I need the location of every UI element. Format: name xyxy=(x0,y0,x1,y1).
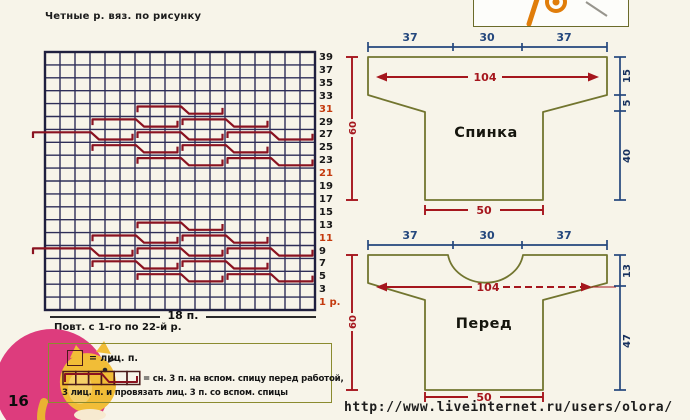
cropped-logo-box xyxy=(473,0,629,27)
chart-row-label: 23 xyxy=(319,155,333,167)
cable-legend-text-1: = сн. 3 п. на вспом. спицу перед работой… xyxy=(143,374,344,384)
chart-row-label: 9 xyxy=(319,245,326,257)
back-chest-width: 104 xyxy=(474,71,497,84)
chart-row-label: 39 xyxy=(319,52,333,63)
back-outline xyxy=(367,56,608,201)
logo-swirl-center xyxy=(552,0,560,6)
chart-row-label: 11 xyxy=(319,232,333,244)
chart-row-label: 7 xyxy=(319,258,326,270)
chart-row-label: 13 xyxy=(319,219,333,231)
mascot-ear-right xyxy=(96,341,111,354)
chart-svg xyxy=(31,50,317,312)
mascot-tail xyxy=(37,398,48,420)
knitting-chart-grid xyxy=(31,50,317,312)
chart-row-label: 19 xyxy=(319,181,333,192)
front-width-mid: 30 xyxy=(479,229,495,242)
chart-row-label: 35 xyxy=(319,77,333,89)
chart-row-label: 17 xyxy=(319,193,333,205)
chart-row-label: 27 xyxy=(319,129,333,141)
logo-swirl xyxy=(545,0,567,13)
mascot-highlight xyxy=(68,372,92,404)
logo-stroke xyxy=(526,0,540,26)
chart-row-label: 5 xyxy=(319,271,326,283)
chart-row-label: 31 xyxy=(319,103,333,115)
website-url: http://www.liveinternet.ru/users/olora/ xyxy=(344,400,673,415)
schematic-back: 37 30 37 104 Спинка 50 15 5 40 60 xyxy=(346,31,633,217)
front-hem-width: 50 xyxy=(476,391,492,404)
front-chest-width: 104 xyxy=(477,281,500,294)
chart-row-label: 15 xyxy=(319,206,333,218)
page-number: 16 xyxy=(8,392,29,410)
front-outline xyxy=(367,254,608,391)
mascot-fly xyxy=(107,358,116,363)
chart-row-label: 33 xyxy=(319,90,333,102)
chart-row-label: 25 xyxy=(319,142,333,154)
legend-box xyxy=(48,343,332,403)
chart-title: Четные р. вяз. по рисунку xyxy=(45,11,202,22)
stitch-scale-line-right xyxy=(206,316,316,318)
front-total-height: 60 xyxy=(348,315,359,329)
stitch-scale-line-left xyxy=(50,316,160,318)
back-width-left: 37 xyxy=(402,31,417,44)
knit-stitch-label: = лиц. п. xyxy=(89,353,139,364)
back-body-height: 40 xyxy=(622,149,633,163)
cable-glyph xyxy=(64,373,138,383)
logo-needle xyxy=(585,1,608,17)
mascot-paws xyxy=(74,409,106,420)
cable-legend-text-2: 3 лиц. п. и провязать лиц. 3 п. со вспом… xyxy=(62,388,288,398)
back-armhole-slant: 5 xyxy=(622,99,633,106)
chart-row-label: 3 xyxy=(319,284,326,296)
chart-row-label: 37 xyxy=(319,64,333,76)
chart-row-label: 1 р. xyxy=(319,297,341,309)
repeat-instruction: Повт. с 1-го по 22-й р. xyxy=(54,322,182,333)
partial-logo-art xyxy=(526,0,608,26)
front-width-right: 37 xyxy=(556,229,571,242)
back-total-height: 60 xyxy=(348,121,359,135)
front-body-height: 47 xyxy=(622,334,633,348)
back-yoke-height: 15 xyxy=(622,69,633,83)
back-label: Спинка xyxy=(454,125,517,141)
mascot-ear-left xyxy=(70,345,85,358)
garment-schematics: 37 30 37 104 Спинка 50 15 5 40 60 xyxy=(346,31,633,404)
knit-stitch-symbol xyxy=(67,350,83,366)
front-label: Перед xyxy=(456,316,512,332)
cable-symbol xyxy=(62,370,141,386)
back-hem-width: 50 xyxy=(476,204,492,217)
front-width-left: 37 xyxy=(402,229,417,242)
chart-row-label: 29 xyxy=(319,116,333,128)
front-neck-height: 13 xyxy=(622,264,633,278)
back-width-right: 37 xyxy=(556,31,571,44)
schematic-front: 37 30 37 104 Перед 50 13 47 60 xyxy=(346,229,633,404)
back-width-mid: 30 xyxy=(479,31,495,44)
chart-row-label: 21 xyxy=(319,168,333,180)
stitch-count-label: 18 п. xyxy=(167,309,199,322)
